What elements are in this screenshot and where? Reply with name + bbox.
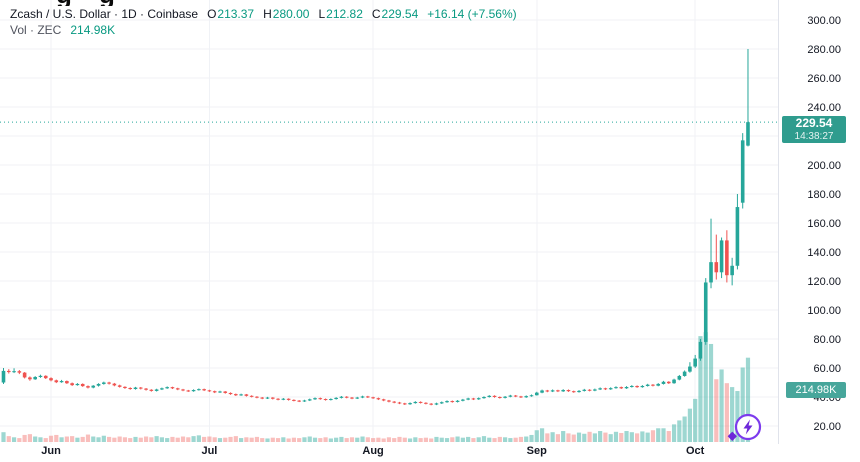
price-tick-label: 160.00 (807, 218, 841, 230)
open-group: O213.37 (207, 7, 254, 21)
month-label: Sep (527, 445, 547, 457)
price-tick-label: 100.00 (807, 305, 841, 317)
open-value: 213.37 (217, 7, 255, 21)
high-label: H (263, 7, 272, 21)
low-value: 212.82 (326, 7, 363, 21)
change-value: +16.14 (+7.56%) (427, 7, 517, 21)
high-value: 280.00 (272, 7, 310, 21)
month-label: Jul (201, 445, 217, 457)
candlestick-series (1, 49, 750, 406)
legend-row-volume: Vol · ZEC 214.98K (10, 23, 517, 39)
volume-axis-label: 214.98K (786, 382, 846, 398)
current-price-value: 229.54 (795, 116, 833, 130)
price-tick-label: 280.00 (807, 44, 841, 56)
month-label: Aug (362, 445, 383, 457)
month-label: Oct (686, 445, 705, 457)
cropped-letter: g (56, 0, 72, 6)
price-tick-label: 260.00 (807, 73, 841, 85)
grid (0, 0, 778, 444)
price-tick-label: 80.00 (813, 334, 841, 346)
price-tick-label: 140.00 (807, 247, 841, 259)
legend: Zcash / U.S. Dollar · 1D · Coinbase O213… (10, 7, 517, 39)
volume-series (1, 332, 751, 442)
countdown-timer: 14:38:27 (794, 131, 834, 142)
volume-value: 214.98K (70, 23, 116, 37)
current-price-label: 229.54 14:38:27 (782, 116, 846, 143)
price-tick-label: 300.00 (807, 15, 841, 27)
spark-diamond-icon (727, 431, 737, 441)
close-group: C229.54 (372, 7, 418, 21)
high-group: H280.00 (263, 7, 309, 21)
price-axis-labels: 300.00280.00260.00240.00220.00200.00180.… (807, 15, 841, 433)
open-label: O (207, 7, 217, 21)
lightning-bolt-icon (743, 419, 753, 435)
time-axis-labels: Jun Jul Aug Sep Oct (41, 445, 704, 457)
legend-row-symbol: Zcash / U.S. Dollar · 1D · Coinbase O213… (10, 7, 517, 23)
price-tick-label: 180.00 (807, 189, 841, 201)
flash-event-icon[interactable] (725, 407, 769, 449)
price-tick-label: 120.00 (807, 276, 841, 288)
volume-title[interactable]: Vol · ZEC (10, 23, 62, 37)
price-tick-label: 240.00 (807, 102, 841, 114)
low-label: L (318, 7, 326, 21)
price-tick-label: 60.00 (813, 363, 841, 375)
close-label: C (371, 7, 381, 21)
cropped-letter: g (99, 0, 117, 6)
price-axis[interactable] (778, 0, 860, 444)
price-tick-label: 20.00 (813, 421, 841, 433)
cropped-heading-artifact: g g (0, 0, 240, 6)
price-tick-label: 200.00 (807, 160, 841, 172)
month-label: Jun (41, 445, 61, 457)
low-group: L212.82 (318, 7, 362, 21)
close-value: 229.54 (381, 7, 419, 21)
symbol-title[interactable]: Zcash / U.S. Dollar · 1D · Coinbase (10, 7, 199, 21)
